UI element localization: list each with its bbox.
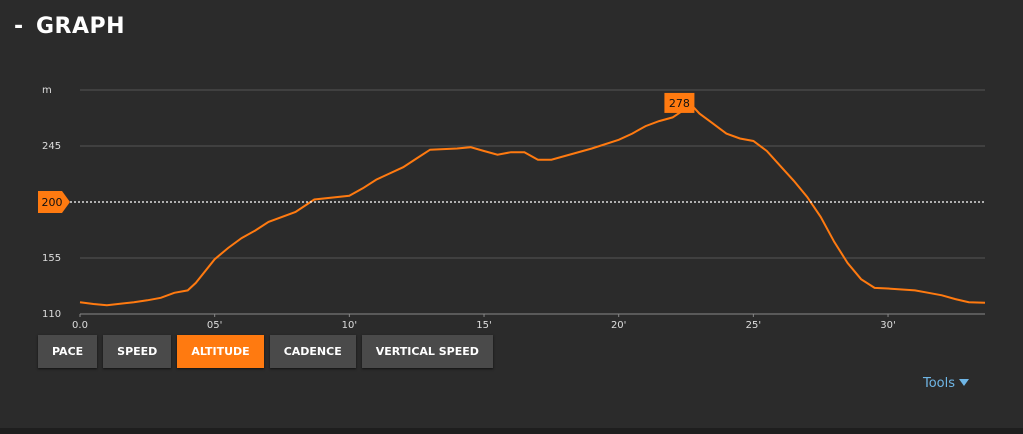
x-tick-label: 15' bbox=[476, 320, 491, 330]
x-tick-label: 20' bbox=[611, 320, 626, 330]
x-tick-label: 0.0 bbox=[72, 320, 88, 330]
tab-button[interactable]: PACE bbox=[38, 335, 98, 368]
tools-menu[interactable]: Tools bbox=[923, 376, 970, 391]
tab-button[interactable]: CADENCE bbox=[269, 335, 356, 368]
tab-button[interactable]: SPEED bbox=[103, 335, 172, 368]
tab-bar: PACE SPEED ALTITUDE CADENCE VERTICAL SPEED bbox=[38, 335, 493, 368]
x-tick-label: 05' bbox=[207, 320, 222, 330]
average-marker bbox=[38, 191, 70, 213]
peak-marker bbox=[664, 92, 695, 113]
y-tick-label: 110 bbox=[42, 309, 61, 320]
chart: 110 155 245 m 0.0 05' 10' 15' 20' 25' 30' 200 278 bbox=[38, 85, 986, 330]
x-tick-label: 25' bbox=[746, 320, 761, 330]
footer-strip bbox=[0, 428, 1023, 434]
y-tick-label: m bbox=[42, 85, 52, 96]
tab-button[interactable]: ALTITUDE bbox=[177, 335, 264, 368]
average-label: 200 bbox=[42, 196, 63, 209]
altitude-line bbox=[79, 103, 986, 307]
collapse-toggle[interactable]: - bbox=[14, 14, 24, 39]
section-title: GRAPH bbox=[36, 14, 126, 39]
tools-label[interactable]: Tools bbox=[923, 376, 956, 391]
x-tick-label: 30' bbox=[880, 320, 895, 330]
y-tick-label: 245 bbox=[42, 141, 61, 152]
peak-label: 278 bbox=[669, 97, 690, 110]
x-tick-label: 10' bbox=[342, 320, 357, 330]
y-tick-label: 155 bbox=[42, 253, 61, 264]
tab-button[interactable]: VERTICAL SPEED bbox=[361, 335, 493, 368]
dropdown-arrow bbox=[959, 379, 970, 386]
